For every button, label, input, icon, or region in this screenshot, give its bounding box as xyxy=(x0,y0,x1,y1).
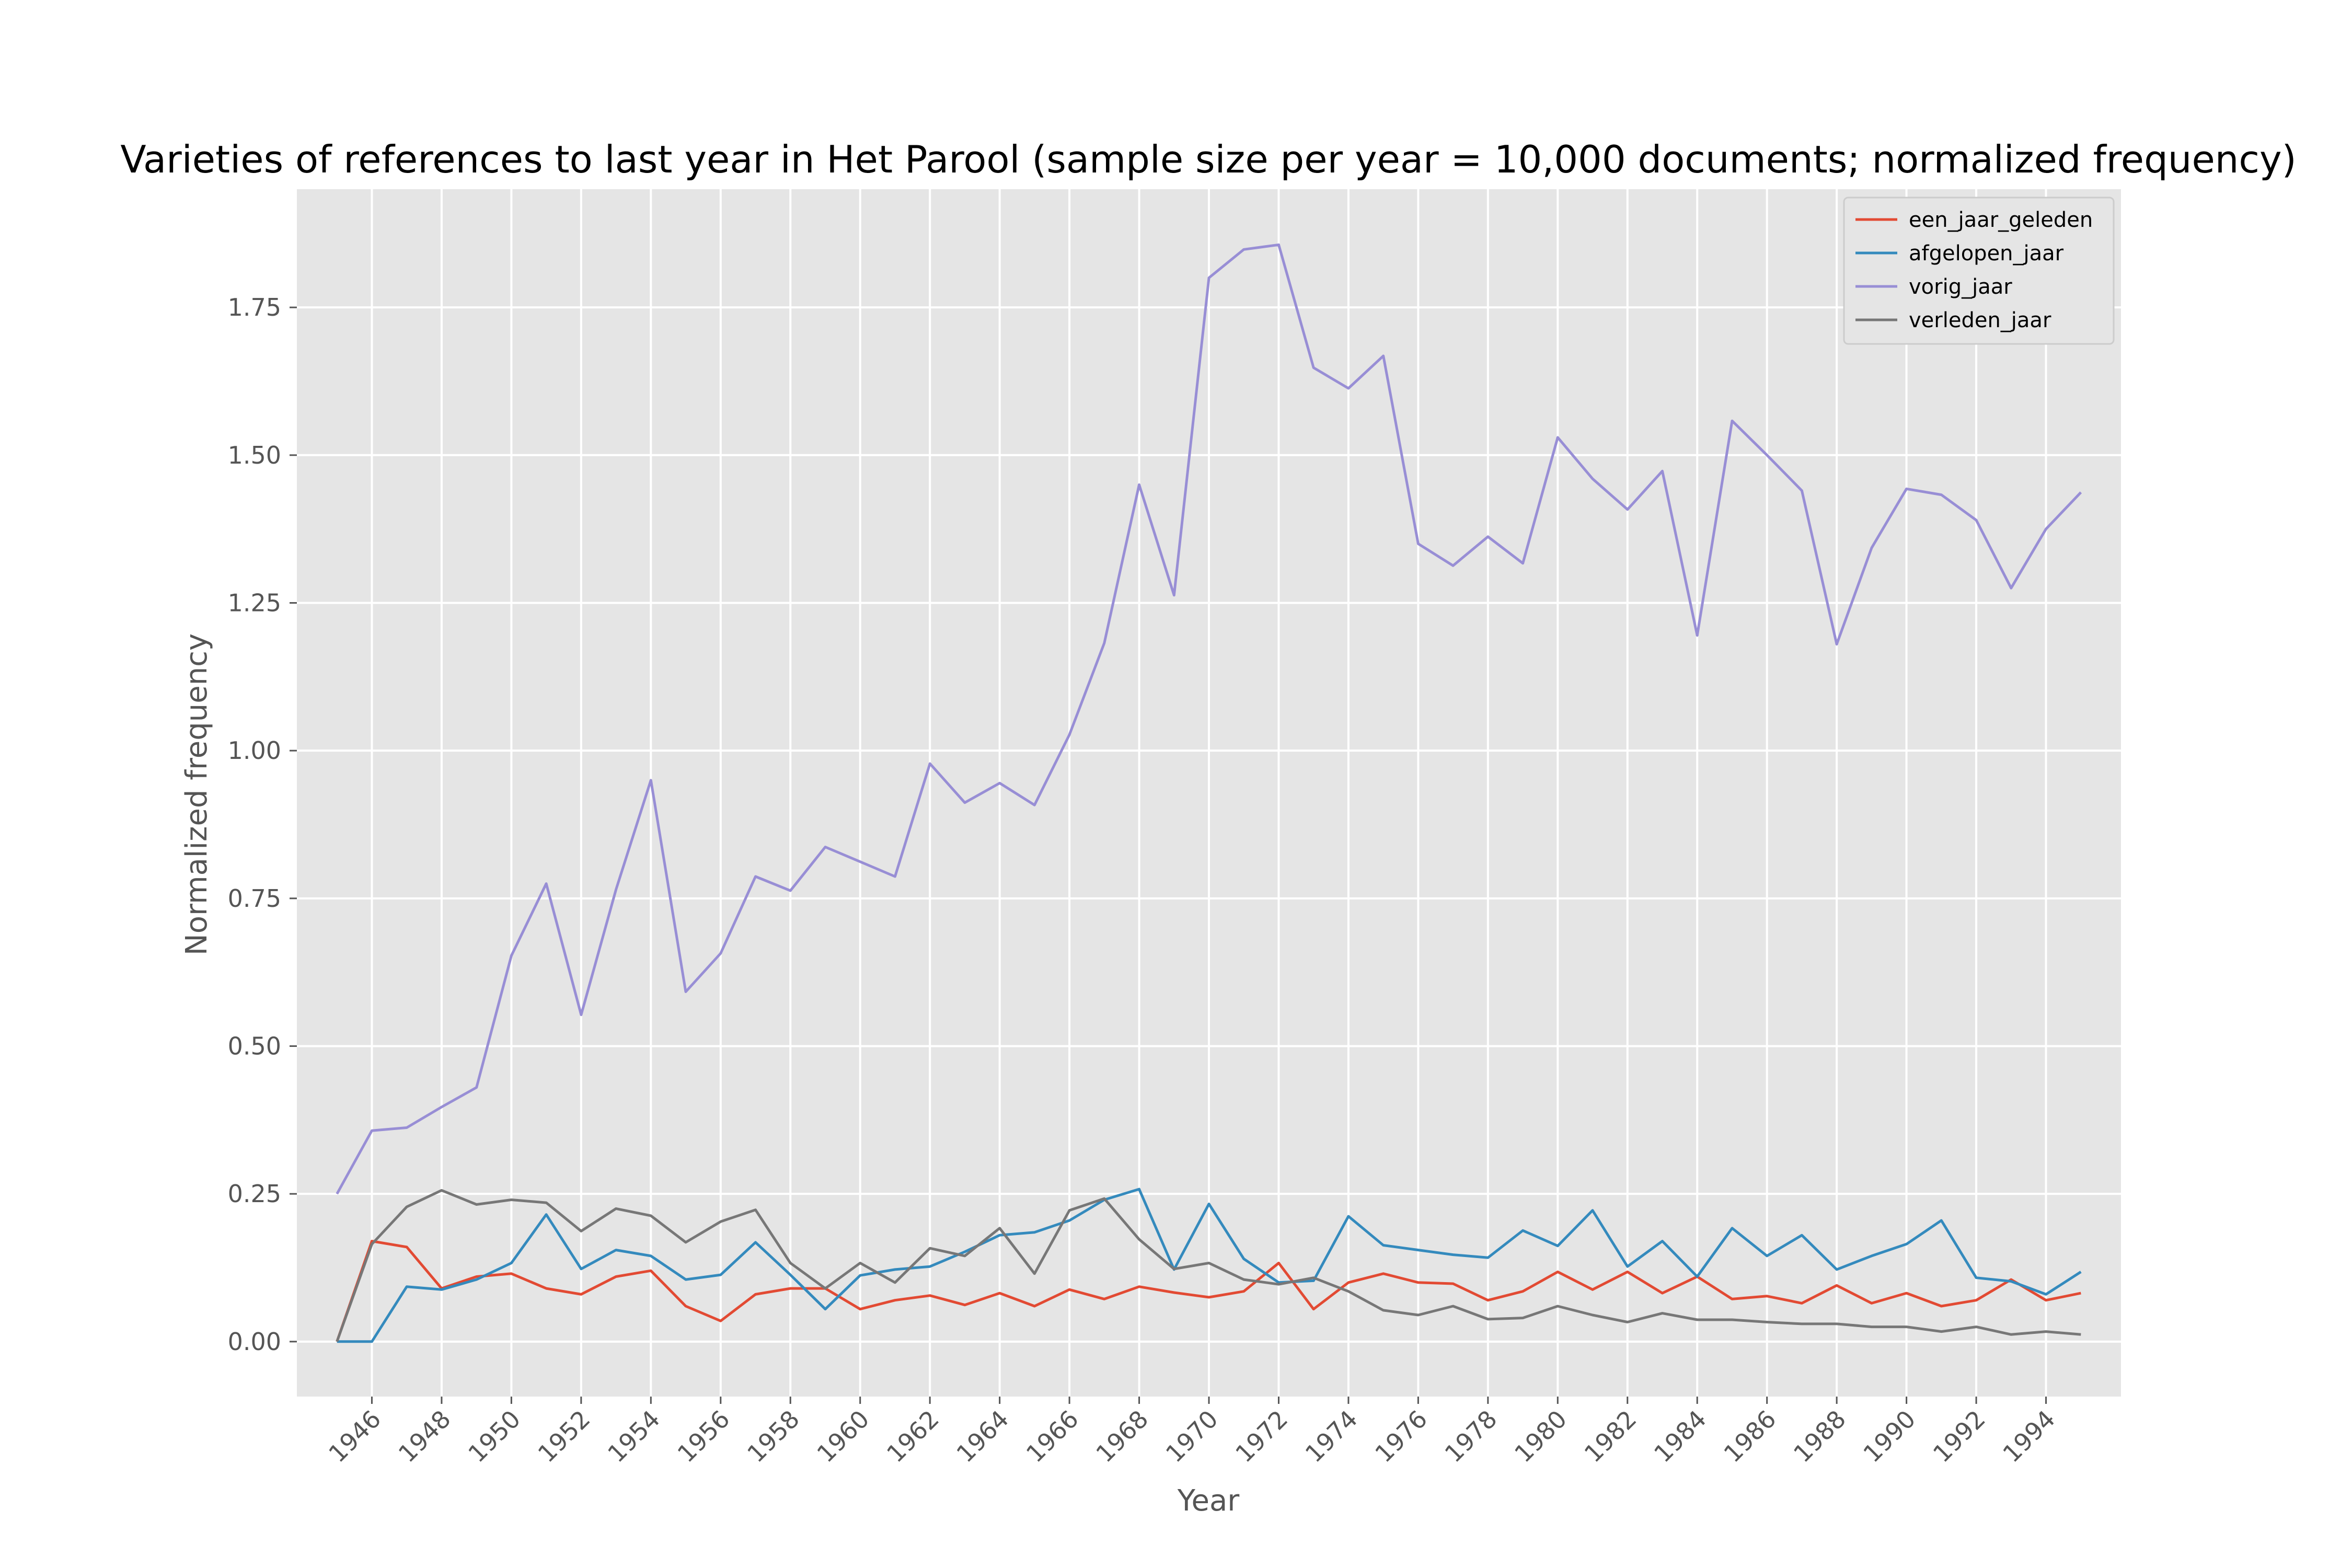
legend-box xyxy=(1843,197,2115,345)
y-tick-label: 1.25 xyxy=(228,589,281,617)
y-axis-label: Normalized frequency xyxy=(180,633,214,955)
x-axis-label: Year xyxy=(1177,1484,1240,1518)
legend: een_jaar_geleden afgelopen_jaar vorig_jaar… xyxy=(1843,197,2115,345)
legend-label: afgelopen_jaar xyxy=(1909,241,2064,266)
series-lines xyxy=(336,243,2082,1343)
y-tick-label: 0.50 xyxy=(228,1032,281,1060)
gridlines xyxy=(297,189,2121,1397)
series-line-vorig-jaar xyxy=(336,243,2082,1195)
series-line-een-jaar-geleden xyxy=(336,1240,2081,1342)
y-tick-label: 0.25 xyxy=(228,1180,281,1208)
series-line-afgelopen-jaar xyxy=(337,1187,2082,1343)
y-tick-label: 1.75 xyxy=(228,293,281,321)
y-tick-label: 0.75 xyxy=(228,884,281,913)
y-tick-label: 1.00 xyxy=(228,736,281,765)
chart-title: Varieties of references to last year in … xyxy=(120,137,2296,181)
legend-label: verleden_jaar xyxy=(1909,308,2051,332)
y-axis: 0.00 0.25 0.50 0.75 1.00 1.25 1.50 1.75 xyxy=(228,293,297,1356)
legend-label: vorig_jaar xyxy=(1909,275,2012,299)
legend-label: een_jaar_geleden xyxy=(1909,208,2093,232)
series-line-verleden-jaar xyxy=(336,1189,2081,1342)
y-tick-label: 0.00 xyxy=(228,1328,281,1356)
y-tick-label: 1.50 xyxy=(228,441,281,469)
